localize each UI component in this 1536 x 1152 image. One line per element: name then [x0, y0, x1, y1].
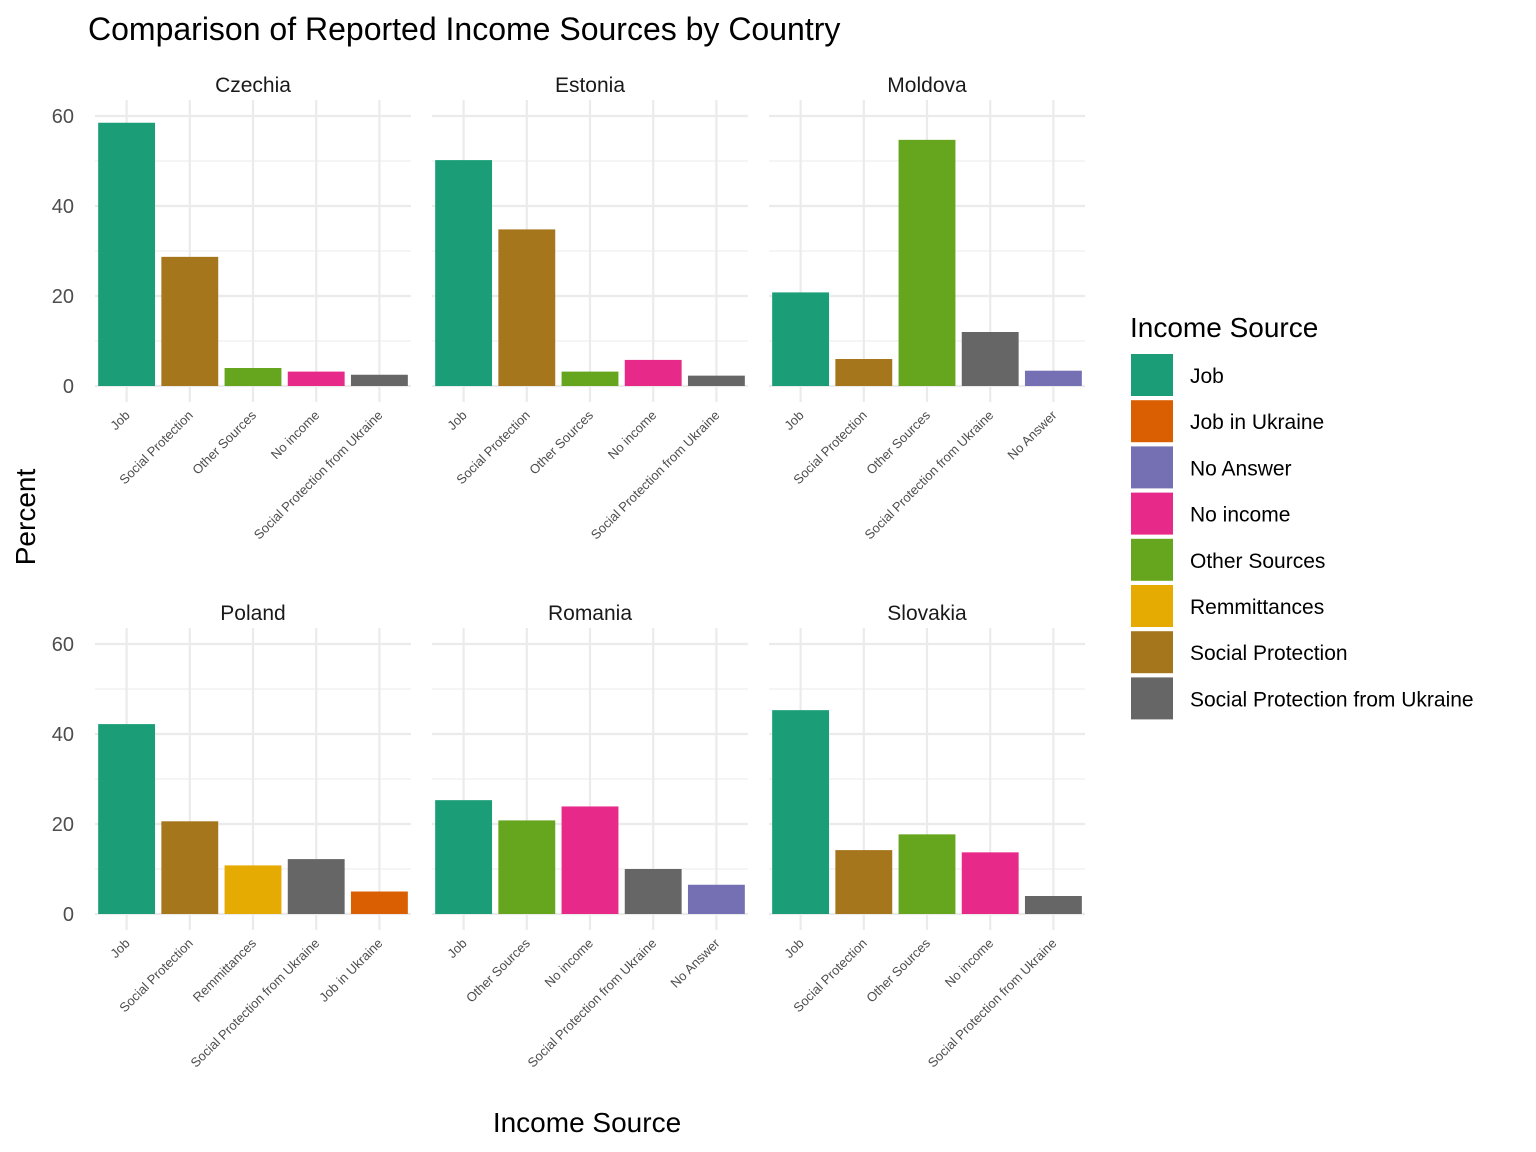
bar-slovakia-social-protection: [835, 850, 893, 914]
bar-romania-no-income: [561, 806, 619, 914]
x-tick-label: Social Protection from Ukraine: [525, 936, 660, 1071]
bar-estonia-social-protection-from-ukraine: [687, 375, 745, 386]
legend-label-job-in-ukraine: Job in Ukraine: [1190, 411, 1324, 434]
bar-poland-social-protection: [161, 821, 219, 914]
x-tick-label: No Answer: [1004, 407, 1060, 463]
facet-title-czechia: Czechia: [215, 74, 291, 97]
x-tick-label: Social Protection from Ukraine: [862, 408, 997, 543]
bar-estonia-no-income: [624, 359, 682, 386]
y-tick-label: 20: [52, 286, 74, 308]
x-tick-label: No income: [605, 408, 660, 463]
x-tick-label: Job: [444, 936, 469, 961]
legend-swatch-social-protection-from-ukraine: [1131, 677, 1173, 720]
legend-swatch-social-protection: [1131, 631, 1173, 674]
legend-swatch-no-answer: [1131, 446, 1173, 489]
bar-romania-social-protection-from-ukraine: [624, 869, 682, 914]
x-tick-label: Job in Ukraine: [316, 936, 385, 1005]
legend: Income Source Job Job in Ukraine No Answer…: [1130, 312, 1474, 720]
x-tick-label: Social Protection from Ukraine: [588, 408, 723, 543]
y-tick-label: 40: [52, 724, 74, 746]
facet-title-poland: Poland: [220, 602, 285, 625]
bar-poland-remmittances: [224, 865, 282, 914]
bar-slovakia-job: [772, 710, 830, 914]
legend-swatch-job: [1131, 354, 1173, 396]
x-tick-label: Other Sources: [863, 407, 933, 477]
bar-estonia-other-sources: [561, 371, 619, 386]
legend-label-social-protection-from-ukraine: Social Protection from Ukraine: [1190, 688, 1474, 711]
y-tick-label: 20: [52, 814, 74, 836]
x-tick-label: Social Protection from Ukraine: [251, 408, 386, 543]
x-tick-label: Other Sources: [863, 935, 933, 1005]
facet-title-estonia: Estonia: [555, 74, 625, 97]
bar-moldova-social-protection: [835, 359, 893, 386]
y-tick-label: 60: [52, 106, 74, 128]
x-tick-label: Social Protection from Ukraine: [925, 936, 1060, 1071]
legend-label-job: Job: [1190, 365, 1224, 388]
bar-poland-social-protection-from-ukraine: [287, 859, 345, 914]
y-tick-label: 0: [63, 904, 74, 926]
facet-title-moldova: Moldova: [887, 74, 967, 97]
facet-title-romania: Romania: [548, 602, 632, 625]
facet-title-slovakia: Slovakia: [887, 602, 967, 625]
x-tick-label: No income: [542, 936, 597, 991]
bar-estonia-social-protection: [498, 229, 556, 386]
bar-slovakia-social-protection-from-ukraine: [1024, 896, 1082, 914]
x-tick-label: Job: [444, 408, 469, 433]
bar-romania-job: [435, 800, 493, 914]
bar-poland-job-in-ukraine: [350, 891, 408, 914]
legend-title: Income Source: [1130, 312, 1318, 343]
chart-title: Comparison of Reported Income Sources by…: [88, 11, 840, 47]
bar-poland-job: [98, 724, 156, 914]
x-tick-label: Job: [107, 936, 132, 961]
x-tick-label: Other Sources: [526, 407, 596, 477]
bar-slovakia-other-sources: [898, 834, 956, 914]
bar-estonia-job: [435, 160, 493, 386]
legend-swatch-no-income: [1131, 492, 1173, 535]
legend-swatch-job-in-ukraine: [1131, 400, 1173, 443]
legend-label-other-sources: Other Sources: [1190, 550, 1325, 573]
x-tick-label: No income: [268, 408, 323, 463]
x-tick-label: Job: [781, 936, 806, 961]
x-tick-label: Other Sources: [189, 407, 259, 477]
bar-czechia-other-sources: [224, 368, 282, 386]
y-tick-label: 60: [52, 634, 74, 656]
x-tick-label: No income: [942, 936, 997, 991]
legend-label-no-income: No income: [1190, 504, 1290, 527]
bar-czechia-social-protection-from-ukraine: [350, 374, 408, 386]
y-tick-label: 0: [63, 376, 74, 398]
bar-czechia-social-protection: [161, 256, 219, 386]
bar-romania-no-answer: [687, 884, 745, 914]
legend-swatch-other-sources: [1131, 538, 1173, 581]
legend-label-no-answer: No Answer: [1190, 457, 1292, 480]
y-axis-title: Percent: [10, 469, 41, 566]
bar-slovakia-no-income: [961, 852, 1019, 914]
x-tick-label: Job: [107, 408, 132, 433]
bar-moldova-job: [772, 292, 830, 386]
x-tick-label: No Answer: [667, 935, 723, 991]
y-tick-label: 40: [52, 196, 74, 218]
bar-moldova-social-protection-from-ukraine: [961, 332, 1019, 386]
bar-czechia-no-income: [287, 371, 345, 386]
x-tick-label: Job: [781, 408, 806, 433]
legend-swatch-remmittances: [1131, 585, 1173, 627]
bar-romania-other-sources: [498, 820, 556, 914]
bar-czechia-job: [98, 122, 156, 386]
x-axis-title: Income Source: [493, 1107, 681, 1138]
x-tick-label: Other Sources: [463, 935, 533, 1005]
legend-label-remmittances: Remmittances: [1190, 596, 1324, 619]
bar-moldova-no-answer: [1024, 370, 1082, 386]
x-tick-label: Social Protection from Ukraine: [188, 936, 323, 1071]
legend-label-social-protection: Social Protection: [1190, 642, 1348, 665]
bar-moldova-other-sources: [898, 139, 956, 386]
x-tick-label: Remmittances: [190, 935, 260, 1005]
